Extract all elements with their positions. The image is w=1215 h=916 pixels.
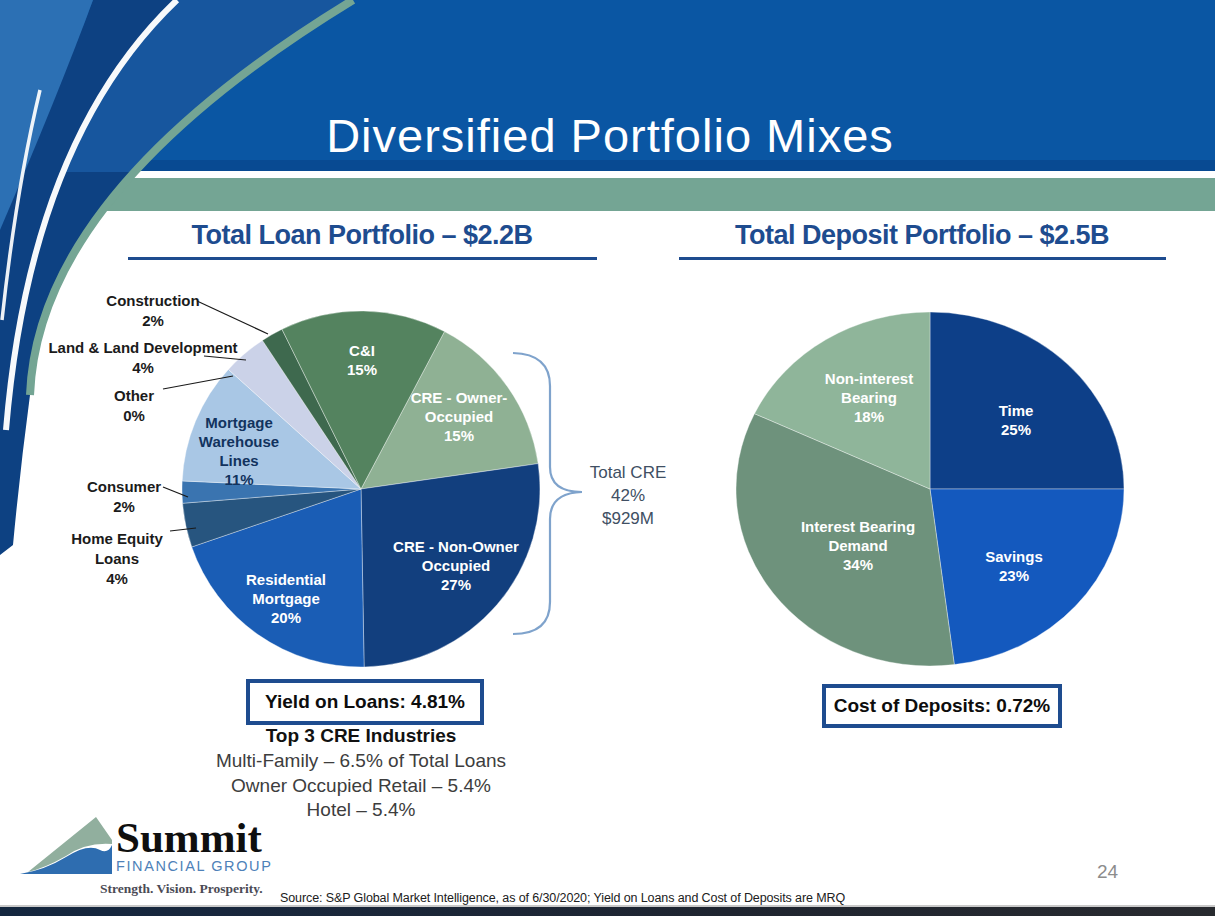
page-number: 24 xyxy=(1097,861,1118,883)
slide: Diversified Portfolio Mixes Total Loan P… xyxy=(0,0,1215,916)
pie-slice-time xyxy=(930,312,1124,489)
logo-mark xyxy=(0,0,300,916)
source-note: Source: S&P Global Market Intelligence, … xyxy=(280,891,845,905)
footer-bar xyxy=(0,907,1215,916)
total-cre-callout: Total CRE 42% $929M xyxy=(590,461,667,530)
cost-of-deposits-box: Cost of Deposits: 0.72% xyxy=(822,684,1062,728)
logo-tagline: Strength. Vision. Prosperity. xyxy=(100,881,263,897)
logo-subtitle: FINANCIAL GROUP xyxy=(116,858,272,874)
logo-name: Summit xyxy=(116,818,262,858)
